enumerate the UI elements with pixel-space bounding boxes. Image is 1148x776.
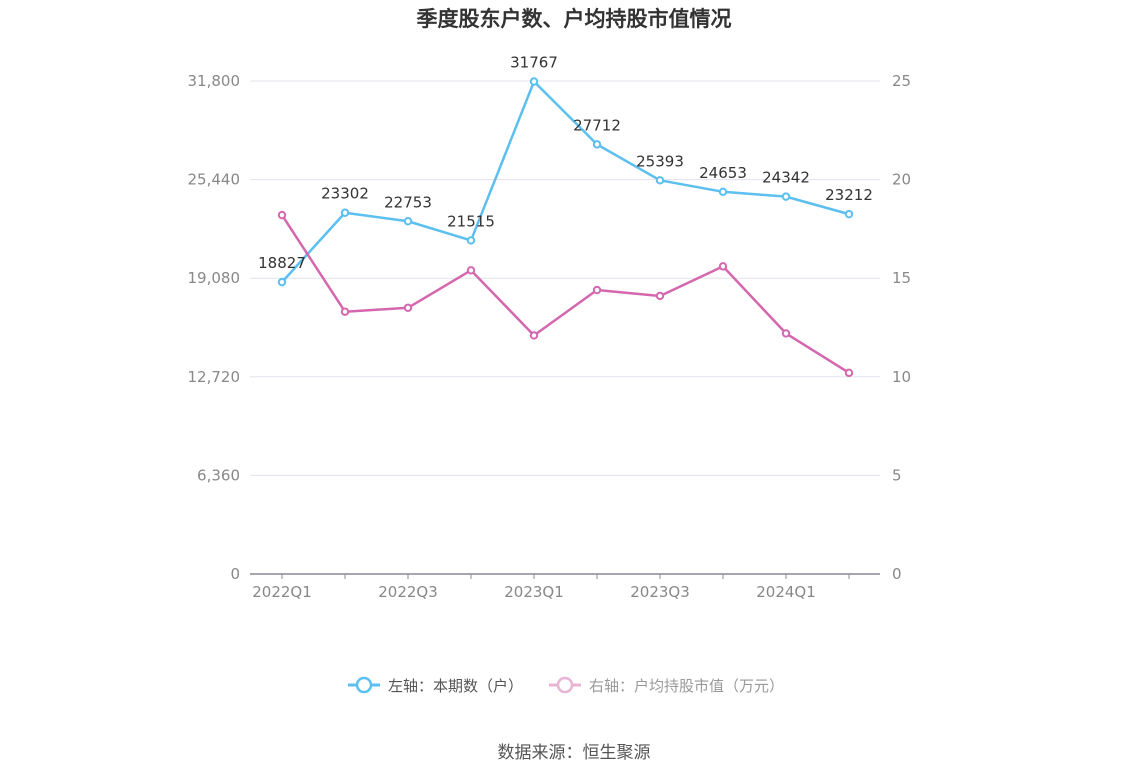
left-series-line xyxy=(281,80,850,283)
axes: 0 0 6,360 5 12,720 10 19,080 15 25,440 20 31,800 25… xyxy=(188,72,912,601)
data-label: 22753 xyxy=(384,193,432,211)
right-series-point xyxy=(844,368,854,378)
right-series-line xyxy=(280,214,850,374)
right-axis-tick-label: 10 xyxy=(892,368,911,386)
x-axis-tick-label: 2024Q1 xyxy=(756,583,816,601)
data-label: 23302 xyxy=(321,185,369,203)
left-axis-tick-label: 12,720 xyxy=(188,368,241,386)
legend-item-right[interactable]: 右轴：户均持股市值（万元） xyxy=(549,676,784,695)
x-axis-tick-label: 2022Q1 xyxy=(252,583,312,601)
legend-circle-icon xyxy=(556,676,574,694)
data-label: 27712 xyxy=(573,116,621,134)
right-series-point xyxy=(340,307,350,316)
right-series-point xyxy=(781,329,791,338)
left-series-point xyxy=(529,77,539,86)
left-series-point xyxy=(466,236,476,245)
legend[interactable]: 左轴：本期数（户） 右轴：户均持股市值（万元） xyxy=(348,676,784,695)
right-series-point xyxy=(655,291,665,301)
left-series-point xyxy=(403,217,413,226)
right-series-point xyxy=(403,303,413,312)
data-label: 23212 xyxy=(825,186,873,204)
x-axis-tick-label: 2023Q3 xyxy=(630,583,690,601)
left-series-point xyxy=(592,140,602,149)
right-series-point xyxy=(718,262,728,271)
chart-title: 季度股东户数、户均持股市值情况 xyxy=(416,7,732,31)
gridlines xyxy=(250,80,880,476)
right-series-point xyxy=(529,331,539,340)
legend-label: 左轴：本期数（户） xyxy=(388,677,523,695)
right-axis-tick-label: 25 xyxy=(892,72,911,90)
left-axis-tick-label: 25,440 xyxy=(188,171,241,189)
left-axis-tick-label: 6,360 xyxy=(197,466,240,484)
data-label: 31767 xyxy=(510,54,558,72)
right-series-point xyxy=(466,266,476,275)
right-axis-tick-label: 20 xyxy=(892,171,911,189)
left-series-point xyxy=(655,176,665,185)
legend-circle-icon xyxy=(355,676,373,694)
right-series-point xyxy=(592,285,602,295)
data-label: 24342 xyxy=(762,169,810,187)
left-series-point xyxy=(718,187,728,197)
right-series-point xyxy=(277,210,287,220)
right-axis-tick-label: 0 xyxy=(892,565,902,583)
right-axis-tick-label: 15 xyxy=(892,269,911,287)
legend-item-left[interactable]: 左轴：本期数（户） xyxy=(348,676,523,695)
left-axis-tick-label: 31,800 xyxy=(188,72,241,90)
left-series-point xyxy=(340,208,350,217)
left-series-point xyxy=(277,277,287,287)
data-labels: 18827 23302 22753 21515 31767 27712 25393 24653… xyxy=(258,54,873,273)
left-axis-tick-label: 0 xyxy=(230,565,240,583)
x-axis-tick-label: 2023Q1 xyxy=(504,583,564,601)
left-series-point xyxy=(781,192,791,201)
data-label: 25393 xyxy=(636,152,684,170)
data-label: 18827 xyxy=(258,254,306,272)
legend-label: 右轴：户均持股市值（万元） xyxy=(589,677,784,695)
x-axis-tick-label: 2022Q3 xyxy=(378,583,438,601)
data-label: 24653 xyxy=(699,164,747,182)
source-note: 数据来源：恒生聚源 xyxy=(497,743,651,763)
data-label: 21515 xyxy=(447,212,495,230)
left-series-point xyxy=(844,209,854,219)
right-axis-tick-label: 5 xyxy=(892,466,902,484)
left-axis-tick-label: 19,080 xyxy=(188,269,241,287)
series-layer xyxy=(277,77,854,378)
